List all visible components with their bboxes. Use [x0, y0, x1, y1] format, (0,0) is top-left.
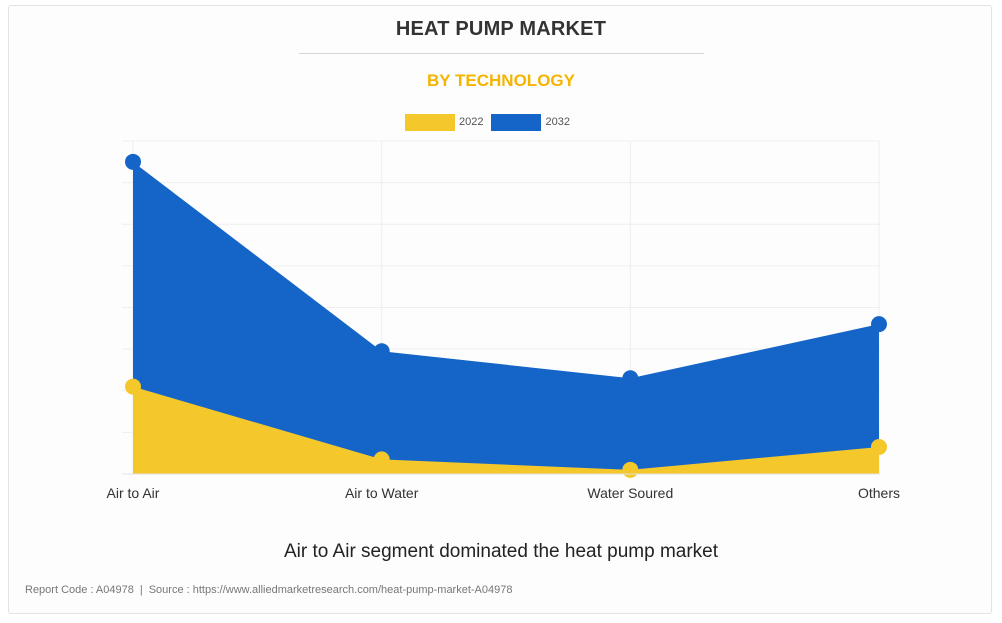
- legend-label-2032: 2032: [545, 116, 570, 128]
- legend-item-2022[interactable]: 2022: [405, 113, 484, 131]
- chart-caption: Air to Air segment dominated the heat pu…: [283, 541, 719, 562]
- point-2022-air-to-air: [125, 378, 141, 395]
- x-tick-label: Water Soured: [587, 485, 673, 501]
- chart-legend: 2022 2032: [405, 113, 578, 131]
- point-2032-water-soured: [622, 370, 639, 387]
- x-tick-label: Others: [858, 485, 900, 501]
- x-tick-label: Air to Air: [107, 485, 160, 501]
- chart-subtitle: BY TECHNOLOGY: [427, 71, 575, 90]
- area-series-2032: [133, 161, 879, 474]
- chart-title: HEAT PUMP MARKET: [395, 18, 607, 40]
- source-link[interactable]: Source : https://www.alliedmarketresearc…: [148, 584, 513, 596]
- point-2032-air-to-air: [125, 153, 141, 170]
- point-2022-air-to-water: [373, 451, 390, 468]
- point-2022-water-soured: [622, 461, 639, 478]
- point-2022-others: [871, 438, 887, 455]
- footer-separator: |: [139, 584, 143, 596]
- legend-item-2032[interactable]: 2032: [491, 113, 570, 131]
- area-series-2022: [133, 386, 879, 474]
- legend-label-2022: 2022: [459, 116, 484, 128]
- x-tick-label: Air to Water: [345, 485, 419, 501]
- title-divider: [299, 53, 704, 54]
- footer: Report Code : A04978 | Source : https://ww…: [25, 584, 513, 596]
- point-2032-air-to-water: [373, 343, 390, 360]
- report-code: Report Code : A04978: [25, 584, 134, 596]
- legend-swatch-2022: [405, 113, 455, 131]
- legend-swatch-2032: [491, 113, 542, 131]
- point-2032-others: [871, 316, 887, 333]
